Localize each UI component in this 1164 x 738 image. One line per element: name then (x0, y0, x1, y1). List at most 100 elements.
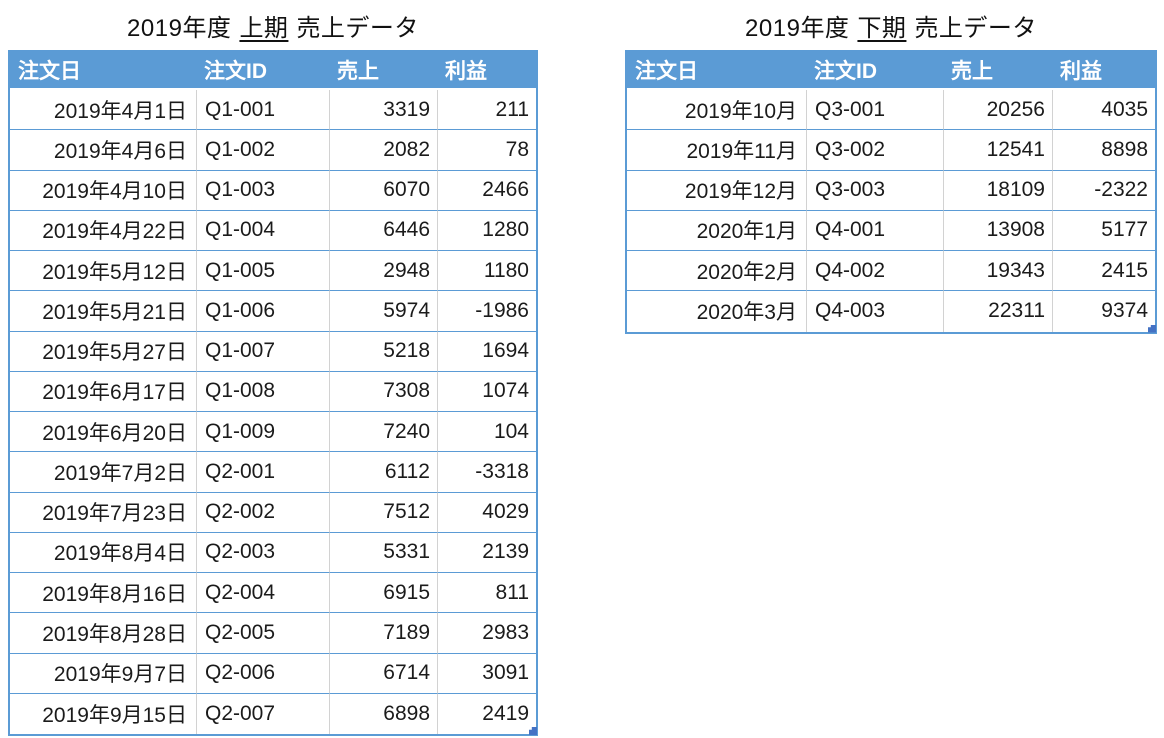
cell-sales[interactable]: 7512 (329, 492, 437, 533)
cell-order-date[interactable]: 2019年8月16日 (10, 573, 196, 614)
cell-order-date[interactable]: 2019年9月15日 (10, 693, 196, 734)
cell-order-id[interactable]: Q1-008 (196, 371, 329, 412)
cell-sales[interactable]: 5331 (329, 532, 437, 573)
column-header-order-date[interactable]: 注文日 (10, 52, 196, 90)
cell-order-id[interactable]: Q1-004 (196, 210, 329, 251)
cell-order-date[interactable]: 2019年8月28日 (10, 613, 196, 654)
cell-order-id[interactable]: Q2-007 (196, 693, 329, 734)
column-header-order-id[interactable]: 注文ID (196, 52, 329, 90)
cell-profit[interactable]: 4029 (437, 492, 536, 533)
cell-profit[interactable]: 3091 (437, 653, 536, 694)
cell-order-date[interactable]: 2019年12月 (627, 170, 806, 211)
cell-sales[interactable]: 2948 (329, 251, 437, 292)
cell-profit[interactable]: 2415 (1052, 251, 1155, 292)
cell-sales[interactable]: 7189 (329, 613, 437, 654)
cell-profit[interactable]: 2419 (437, 693, 536, 734)
cell-sales[interactable]: 12541 (943, 130, 1052, 171)
cell-sales[interactable]: 6112 (329, 452, 437, 493)
cell-order-id[interactable]: Q1-006 (196, 291, 329, 332)
cell-order-id[interactable]: Q1-003 (196, 170, 329, 211)
cell-order-date[interactable]: 2019年7月23日 (10, 492, 196, 533)
cell-profit[interactable]: 211 (437, 90, 536, 131)
cell-sales[interactable]: 5974 (329, 291, 437, 332)
cell-sales[interactable]: 6915 (329, 573, 437, 614)
cell-order-date[interactable]: 2020年3月 (627, 291, 806, 332)
cell-order-date[interactable]: 2020年2月 (627, 251, 806, 292)
cell-order-date[interactable]: 2019年11月 (627, 130, 806, 171)
cell-profit[interactable]: -3318 (437, 452, 536, 493)
cell-profit[interactable]: 4035 (1052, 90, 1155, 131)
cell-order-id[interactable]: Q2-001 (196, 452, 329, 493)
cell-sales[interactable]: 20256 (943, 90, 1052, 131)
cell-order-id[interactable]: Q4-001 (806, 210, 943, 251)
title-suffix: 売上データ (296, 14, 419, 42)
cell-order-date[interactable]: 2019年4月1日 (10, 90, 196, 131)
cell-order-id[interactable]: Q2-005 (196, 613, 329, 654)
cell-profit[interactable]: 104 (437, 412, 536, 453)
cell-order-id[interactable]: Q1-009 (196, 412, 329, 453)
cell-order-date[interactable]: 2019年6月17日 (10, 371, 196, 412)
cell-profit[interactable]: -1986 (437, 291, 536, 332)
column-header-profit[interactable]: 利益 (437, 52, 536, 90)
cell-order-id[interactable]: Q4-003 (806, 291, 943, 332)
cell-sales[interactable]: 6714 (329, 653, 437, 694)
cell-profit[interactable]: 5177 (1052, 210, 1155, 251)
cell-sales[interactable]: 19343 (943, 251, 1052, 292)
cell-order-id[interactable]: Q1-007 (196, 331, 329, 372)
cell-order-date[interactable]: 2019年10月 (627, 90, 806, 131)
cell-profit[interactable]: 1180 (437, 251, 536, 292)
cell-order-id[interactable]: Q2-003 (196, 532, 329, 573)
cell-order-date[interactable]: 2019年5月21日 (10, 291, 196, 332)
cell-order-id[interactable]: Q3-003 (806, 170, 943, 211)
cell-order-date[interactable]: 2019年4月6日 (10, 130, 196, 171)
cell-profit[interactable]: 9374 (1052, 291, 1155, 332)
cell-sales[interactable]: 2082 (329, 130, 437, 171)
cell-order-date[interactable]: 2019年5月12日 (10, 251, 196, 292)
cell-profit[interactable]: 811 (437, 573, 536, 614)
cell-sales[interactable]: 13908 (943, 210, 1052, 251)
cell-order-id[interactable]: Q1-005 (196, 251, 329, 292)
column-header-order-id[interactable]: 注文ID (806, 52, 943, 90)
table-resize-handle[interactable] (529, 727, 537, 735)
column-header-sales[interactable]: 売上 (943, 52, 1052, 90)
cell-order-id[interactable]: Q1-002 (196, 130, 329, 171)
cell-sales[interactable]: 6446 (329, 210, 437, 251)
cell-profit[interactable]: 2466 (437, 170, 536, 211)
cell-order-date[interactable]: 2019年7月2日 (10, 452, 196, 493)
cell-sales[interactable]: 3319 (329, 90, 437, 131)
cell-sales[interactable]: 18109 (943, 170, 1052, 211)
cell-profit[interactable]: 78 (437, 130, 536, 171)
cell-order-id[interactable]: Q3-002 (806, 130, 943, 171)
cell-order-id[interactable]: Q4-002 (806, 251, 943, 292)
cell-profit[interactable]: 1694 (437, 331, 536, 372)
cell-sales[interactable]: 22311 (943, 291, 1052, 332)
column-header-order-date[interactable]: 注文日 (627, 52, 806, 90)
cell-order-date[interactable]: 2019年9月7日 (10, 653, 196, 694)
cell-order-date[interactable]: 2019年6月20日 (10, 412, 196, 453)
cell-sales[interactable]: 7240 (329, 412, 437, 453)
cell-sales[interactable]: 5218 (329, 331, 437, 372)
cell-order-date[interactable]: 2019年4月22日 (10, 210, 196, 251)
column-header-sales[interactable]: 売上 (329, 52, 437, 90)
column-header-profit[interactable]: 利益 (1052, 52, 1155, 90)
cell-profit[interactable]: 1280 (437, 210, 536, 251)
cell-sales[interactable]: 6070 (329, 170, 437, 211)
cell-order-date[interactable]: 2020年1月 (627, 210, 806, 251)
cell-order-id[interactable]: Q3-001 (806, 90, 943, 131)
cell-profit[interactable]: 8898 (1052, 130, 1155, 171)
cell-profit[interactable]: -2322 (1052, 170, 1155, 211)
table-resize-handle[interactable] (1148, 324, 1156, 333)
cell-order-id[interactable]: Q2-002 (196, 492, 329, 533)
cell-order-date[interactable]: 2019年8月4日 (10, 532, 196, 573)
cell-order-date[interactable]: 2019年5月27日 (10, 331, 196, 372)
cell-sales[interactable]: 7308 (329, 371, 437, 412)
cell-profit[interactable]: 1074 (437, 371, 536, 412)
cell-order-id[interactable]: Q2-004 (196, 573, 329, 614)
table-title-second-half: 2019年度 下期 売上データ (625, 0, 1157, 50)
cell-order-date[interactable]: 2019年4月10日 (10, 170, 196, 211)
cell-sales[interactable]: 6898 (329, 693, 437, 734)
cell-order-id[interactable]: Q2-006 (196, 653, 329, 694)
cell-order-id[interactable]: Q1-001 (196, 90, 329, 131)
cell-profit[interactable]: 2983 (437, 613, 536, 654)
cell-profit[interactable]: 2139 (437, 532, 536, 573)
